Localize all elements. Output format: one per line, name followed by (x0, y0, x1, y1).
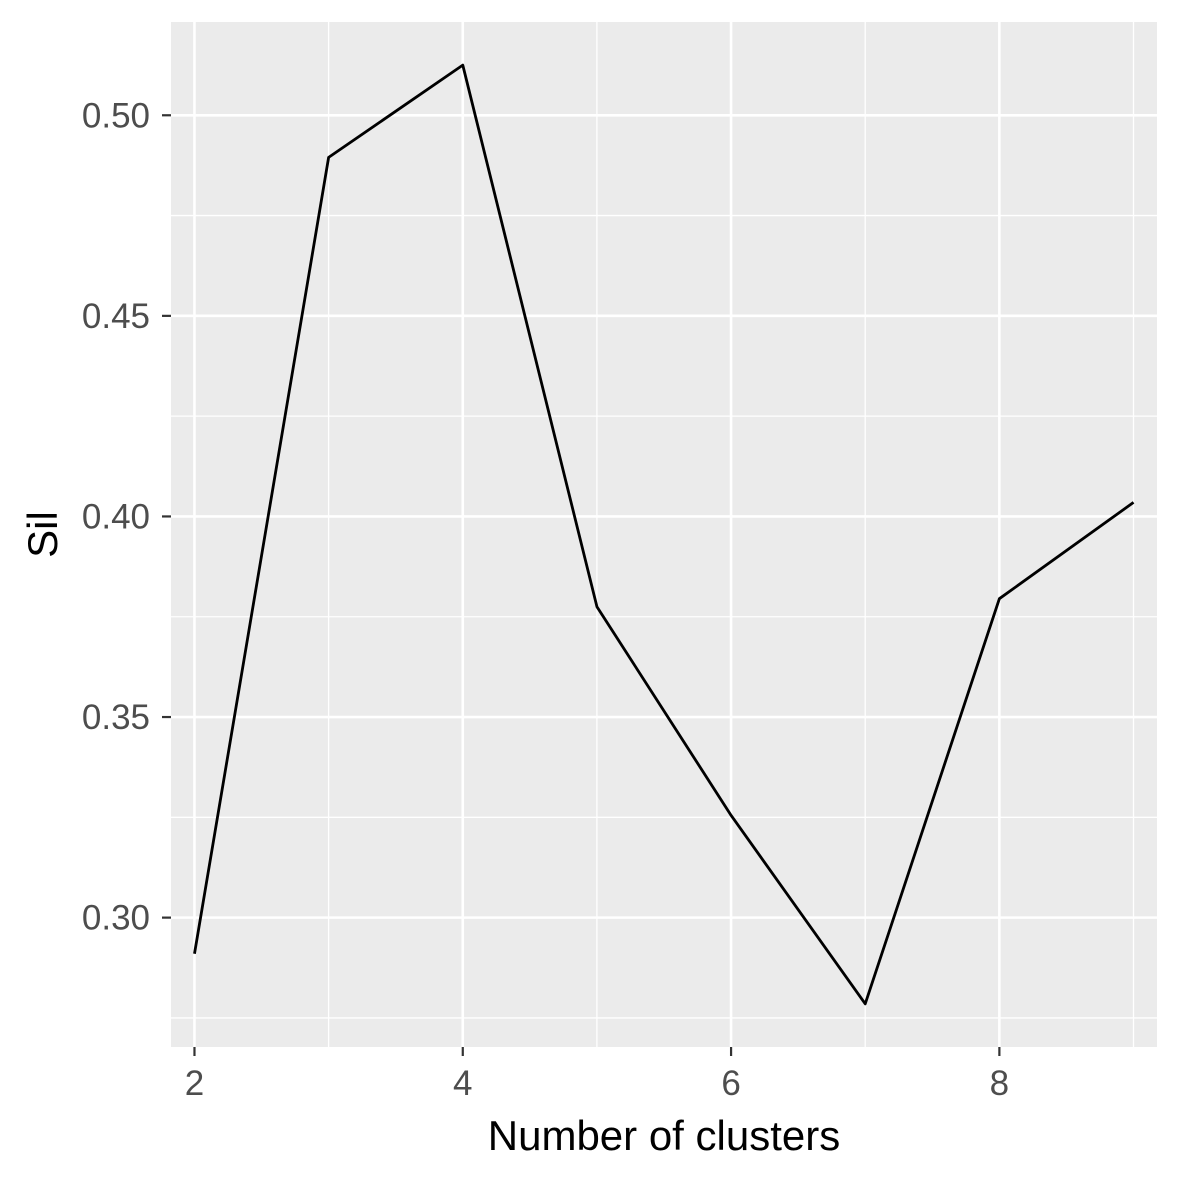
y-tick-label: 0.30 (82, 899, 150, 938)
y-tick-label: 0.45 (82, 297, 150, 336)
minor-gridlines (171, 22, 1157, 1047)
y-tick-label: 0.35 (82, 698, 150, 737)
y-axis-title: Sil (19, 511, 66, 558)
y-tick-label: 0.50 (82, 96, 150, 135)
plot-panel (171, 22, 1157, 1047)
y-tick-label: 0.40 (82, 497, 150, 536)
x-tick-label: 8 (990, 1064, 1009, 1103)
x-tick-label: 2 (185, 1064, 204, 1103)
x-axis: 2 4 6 8 (185, 1047, 1009, 1103)
y-axis: 0.30 0.35 0.40 0.45 0.50 (82, 96, 171, 938)
major-gridlines (171, 22, 1157, 1047)
x-axis-title: Number of clusters (488, 1112, 840, 1159)
x-tick-label: 6 (721, 1064, 740, 1103)
series-line-silhouette (193, 63, 1135, 1006)
x-tick-label: 4 (453, 1064, 472, 1103)
